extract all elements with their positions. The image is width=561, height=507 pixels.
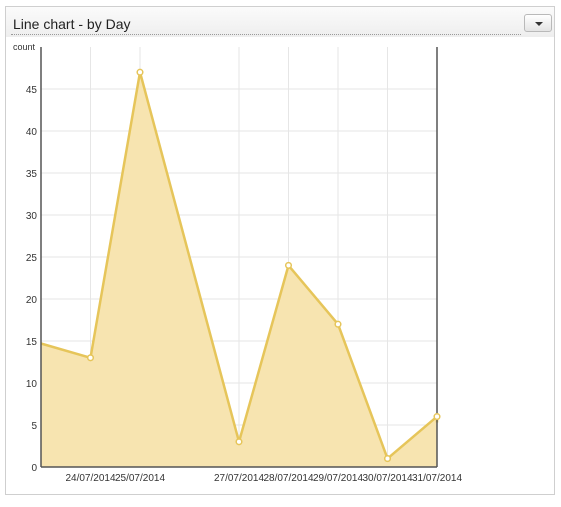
- data-point[interactable]: [86, 354, 95, 362]
- y-tick-label: 15: [26, 337, 38, 348]
- panel-header: Line chart - by Day: [6, 7, 554, 37]
- series-area: [41, 72, 437, 467]
- y-tick-label: 5: [31, 421, 37, 432]
- x-tick-label: 31/07/2014: [412, 473, 462, 484]
- x-tick-label: 30/07/2014: [362, 473, 412, 484]
- panel-menu-button[interactable]: [524, 14, 552, 32]
- label-layer: 0 5 10 15 20 25 30 35 40 45 24/07/2014 25/07/2014 27…: [13, 42, 462, 484]
- x-tick-label: 29/07/2014: [313, 473, 363, 484]
- x-tick-label: 25/07/2014: [115, 473, 165, 484]
- y-tick-label: 45: [26, 85, 38, 96]
- y-tick-label: 30: [26, 211, 38, 222]
- x-tick-label: 28/07/2014: [263, 473, 313, 484]
- y-tick-label: 35: [26, 169, 38, 180]
- y-tick-label: 10: [26, 379, 38, 390]
- data-point[interactable]: [284, 261, 293, 269]
- x-tick-label: 27/07/2014: [214, 473, 264, 484]
- title-underline: [11, 34, 521, 35]
- y-tick-label: 40: [26, 127, 38, 138]
- point-layer: [86, 68, 441, 463]
- axis-layer: [40, 47, 438, 468]
- y-tick-label: 25: [26, 253, 38, 264]
- data-point[interactable]: [235, 438, 243, 446]
- caret-down-icon: [535, 22, 543, 26]
- y-tick-label: 20: [26, 295, 38, 306]
- panel-title: Line chart - by Day: [13, 16, 131, 32]
- data-point[interactable]: [383, 455, 392, 463]
- y-tick-label: 0: [31, 463, 37, 474]
- x-tick-label: 24/07/2014: [65, 473, 115, 484]
- data-point[interactable]: [433, 413, 441, 421]
- data-point[interactable]: [136, 68, 144, 76]
- data-point[interactable]: [334, 320, 342, 328]
- y-axis-label: count: [13, 42, 36, 52]
